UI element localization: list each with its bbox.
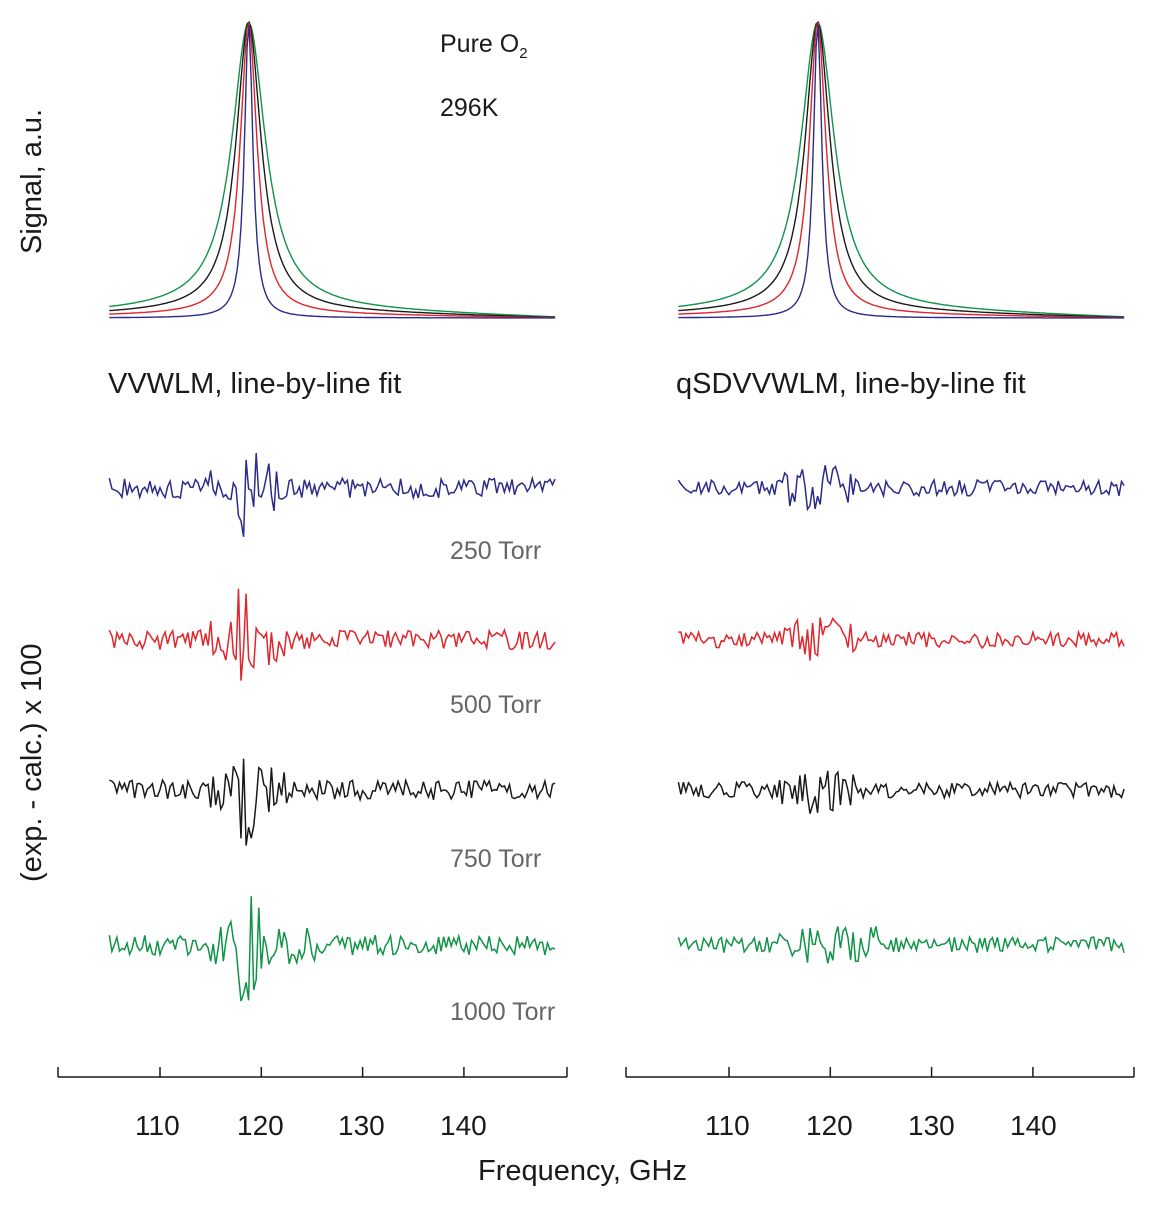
right-panel-title: qSDVVWLM, line-by-line fit [676,368,1026,400]
x-tick-label-right-110: 110 [705,1110,750,1141]
spectrum-right-250-torr [678,24,1125,319]
residual-left-500-torr [108,588,556,681]
y-axis-label-residual: (exp. - calc.) x 100 [16,643,48,882]
x-tick-label-right-140: 140 [1010,1110,1057,1141]
x-tick-label-left-130: 130 [338,1110,385,1141]
x-tick-label-right-130: 130 [908,1110,955,1141]
left-panel-title: VVWLM, line-by-line fit [108,368,402,400]
annotation-temperature: 296K [440,94,499,122]
residual-left-750-torr [109,758,556,846]
series-label-750-torr: 750 Torr [450,845,542,873]
spectrum-right-1000-torr [678,21,1125,318]
residual-left-1000-torr [108,896,556,1002]
residual-right-250-torr [677,465,1125,512]
series-label-250-torr: 250 Torr [450,537,542,565]
spectrum-right-500-torr [678,22,1125,319]
residual-left-250-torr [108,452,556,537]
series-label-500-torr: 500 Torr [450,691,542,719]
y-axis-label-signal: Signal, a.u. [16,108,48,254]
annotation-gas: Pure O2 [440,30,528,62]
series-label-1000-torr: 1000 Torr [450,998,556,1026]
spectrum-right-750-torr [678,20,1125,318]
spectrum-left-750-torr [109,20,556,318]
x-axis-title: Frequency, GHz [478,1155,687,1187]
spectrum-left-500-torr [109,22,556,319]
spectrum-left-250-torr [109,24,556,319]
x-tick-label-left-110: 110 [135,1110,180,1141]
x-tick-label-left-120: 120 [237,1110,284,1141]
residual-right-500-torr [678,616,1125,661]
x-tick-label-right-120: 120 [806,1110,853,1141]
residual-right-1000-torr [677,926,1125,964]
spectrum-left-1000-torr [109,21,556,318]
annotation-gas-subscript: 2 [519,45,528,62]
x-tick-label-left-140: 140 [440,1110,487,1141]
residual-right-750-torr [677,770,1125,814]
annotation-gas-text: Pure O [440,30,520,58]
